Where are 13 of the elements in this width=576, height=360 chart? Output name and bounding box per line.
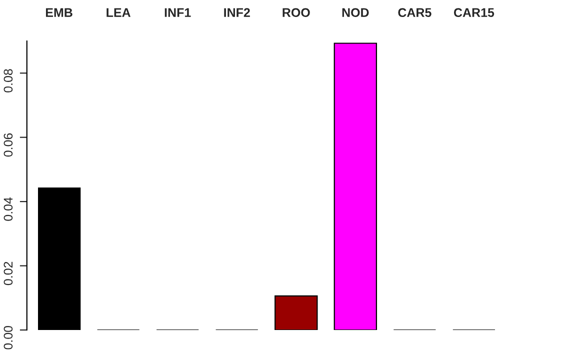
x-tick-label: CAR15	[454, 8, 494, 17]
y-tick-label: 0.06	[4, 133, 13, 157]
x-tick-label: CAR5	[398, 8, 432, 17]
x-tick-label: EMB	[46, 8, 72, 17]
x-tick-label: INF1	[164, 8, 191, 17]
x-tick-label: INF2	[224, 8, 250, 17]
y-tick-label: 0.02	[4, 262, 13, 286]
y-tick-label: 0.04	[4, 197, 13, 221]
x-tick-label: NOD	[342, 8, 369, 17]
x-tick-label: ROO	[282, 8, 310, 17]
y-tick-label: 0.08	[4, 69, 13, 92]
x-tick-label: LEA	[106, 8, 130, 17]
y-tick-label: 0.00	[4, 326, 13, 350]
